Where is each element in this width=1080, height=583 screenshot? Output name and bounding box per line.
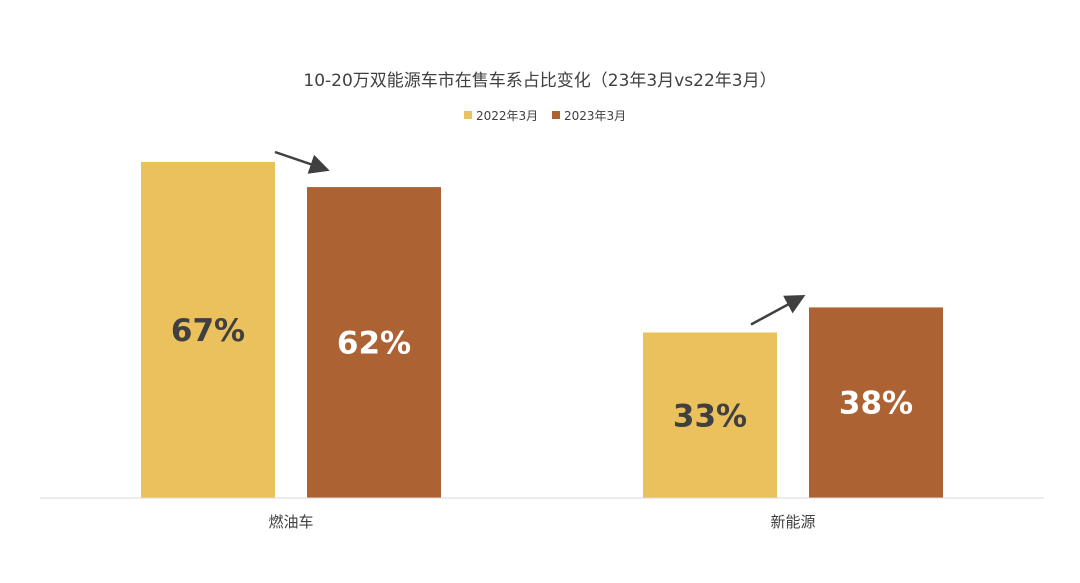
data-label-2022-nev: 33%	[673, 398, 747, 434]
legend: 2022年3月 2023年3月	[464, 109, 626, 123]
data-label-2023-nev: 38%	[839, 386, 913, 422]
trend-arrow-down	[274, 150, 330, 174]
chart-title: 10-20万双能源车市在售车系占比变化（23年3月vs22年3月）	[303, 71, 776, 91]
legend-label-2023: 2023年3月	[564, 109, 626, 123]
legend-swatch-2023	[552, 111, 560, 119]
bars-layer: 67% 62% 33% 38%	[141, 162, 943, 498]
legend-swatch-2022	[464, 111, 472, 119]
bar-2023-fuel	[307, 187, 441, 498]
data-label-2022-fuel: 67%	[171, 313, 245, 349]
data-label-2023-fuel: 62%	[337, 326, 411, 362]
trend-arrows	[274, 150, 806, 326]
trend-arrow-up	[750, 295, 806, 326]
legend-label-2022: 2022年3月	[476, 109, 538, 123]
bar-2022-nev	[643, 332, 777, 498]
bar-2023-nev	[809, 307, 943, 498]
category-label-fuel: 燃油车	[268, 513, 313, 531]
bar-2022-fuel	[141, 162, 275, 498]
category-label-nev: 新能源	[770, 513, 815, 531]
